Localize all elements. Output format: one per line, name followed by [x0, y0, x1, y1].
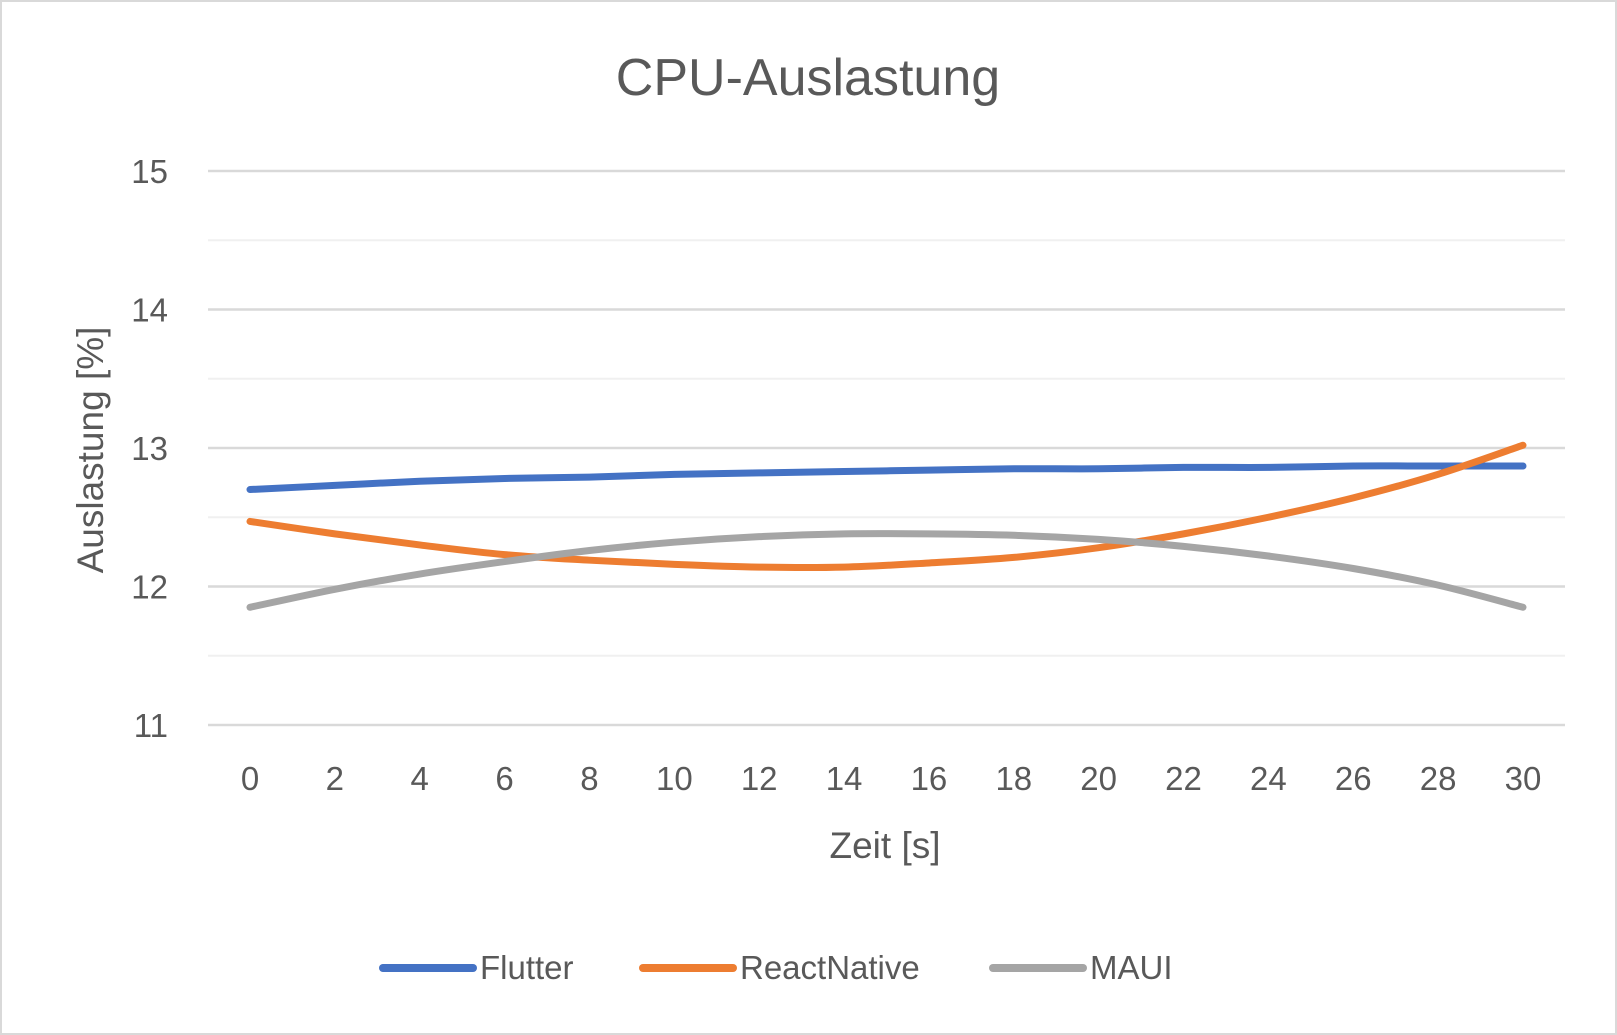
legend-label-reactnative: ReactNative — [740, 949, 920, 986]
legend-label-maui: MAUI — [1090, 949, 1173, 986]
x-axis-title: Zeit [s] — [829, 825, 940, 866]
x-tick-label: 24 — [1250, 760, 1287, 797]
y-tick-label: 14 — [131, 292, 168, 329]
x-tick-label: 18 — [995, 760, 1032, 797]
legend: Flutter ReactNative MAUI — [379, 949, 1173, 986]
x-tick-label: 8 — [580, 760, 598, 797]
x-axis-ticks: 0 2 4 6 8 10 12 14 16 18 20 22 24 26 28 30 — [241, 760, 1542, 797]
x-tick-label: 16 — [911, 760, 948, 797]
series-line-flutter — [246, 462, 1527, 494]
x-tick-label: 6 — [495, 760, 513, 797]
x-tick-label: 0 — [241, 760, 259, 797]
x-tick-label: 12 — [741, 760, 778, 797]
x-tick-label: 22 — [1165, 760, 1202, 797]
y-tick-label: 12 — [131, 569, 168, 606]
series-line-maui — [246, 530, 1527, 611]
gridlines — [208, 169, 1565, 727]
x-tick-label: 30 — [1505, 760, 1542, 797]
y-tick-label: 15 — [131, 153, 168, 190]
series-lines — [246, 441, 1527, 611]
x-tick-label: 4 — [411, 760, 429, 797]
x-tick-label: 20 — [1080, 760, 1117, 797]
x-tick-label: 10 — [656, 760, 693, 797]
x-tick-label: 2 — [326, 760, 344, 797]
legend-label-flutter: Flutter — [480, 949, 574, 986]
y-axis-title: Auslastung [%] — [70, 327, 111, 574]
y-axis-ticks: 11 12 13 14 15 — [131, 153, 168, 744]
y-tick-label: 13 — [131, 430, 168, 467]
chart-title: CPU-Auslastung — [616, 49, 1000, 107]
y-tick-label: 11 — [134, 707, 168, 744]
x-tick-label: 14 — [826, 760, 863, 797]
x-tick-label: 28 — [1420, 760, 1457, 797]
series-line-reactnative — [246, 441, 1527, 572]
x-tick-label: 26 — [1335, 760, 1372, 797]
